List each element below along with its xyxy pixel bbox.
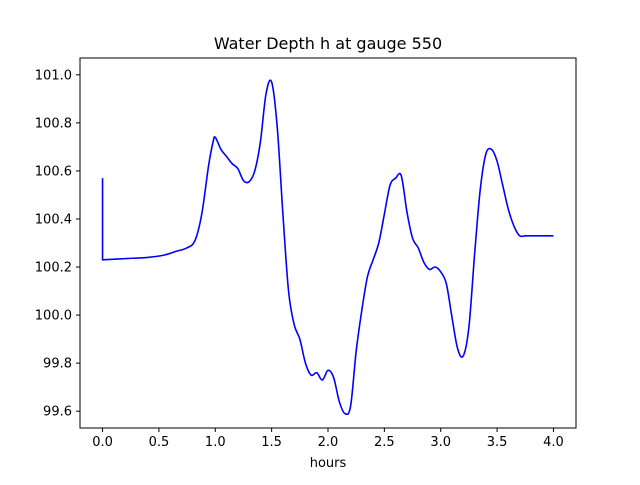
x-tick-label: 4.0 [543, 435, 564, 450]
plot-area [80, 58, 576, 428]
series-line [101, 79, 554, 416]
y-tick-label: 100.6 [35, 164, 72, 179]
chart-title: Water Depth h at gauge 550 [214, 34, 442, 53]
y-tick-label: 101.0 [35, 68, 72, 83]
x-tick-label: 1.0 [205, 435, 226, 450]
x-tick-label: 3.0 [430, 435, 451, 450]
x-tick-label: 0.0 [92, 435, 113, 450]
y-tick-label: 100.4 [35, 212, 72, 227]
tick-layer: 0.0 0.5 1.0 1.5 2.0 2.5 3.0 3.5 4.0 99.6 99.8 100.0… [35, 68, 564, 450]
y-tick-label: 99.8 [43, 357, 72, 372]
y-tick-label: 100.0 [35, 309, 72, 324]
x-tick-label: 0.5 [149, 435, 170, 450]
y-tick-label: 100.8 [35, 116, 72, 131]
x-axis-label: hours [310, 456, 347, 471]
axes-frame [79, 57, 577, 429]
series-layer [101, 79, 554, 416]
y-tick-label: 99.6 [43, 405, 72, 420]
x-tick-label: 2.5 [374, 435, 395, 450]
x-tick-label: 2.0 [318, 435, 339, 450]
y-tick-label: 100.2 [35, 261, 72, 276]
x-tick-label: 1.5 [261, 435, 282, 450]
x-tick-label: 3.5 [487, 435, 508, 450]
